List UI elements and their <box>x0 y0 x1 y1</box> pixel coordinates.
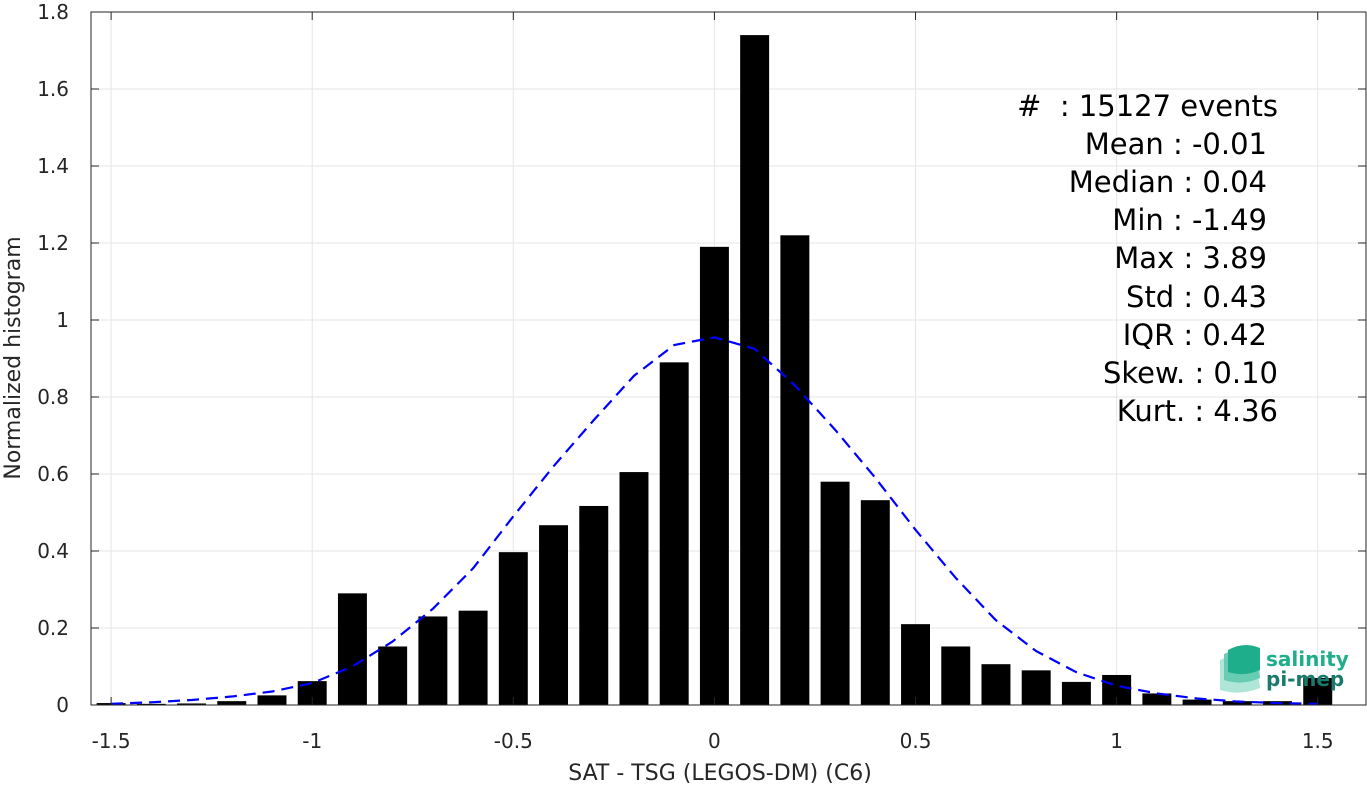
x-tick-label: -0.5 <box>494 729 533 753</box>
y-tick-label: 0.4 <box>37 539 69 563</box>
histogram-bar <box>498 552 528 705</box>
histogram-bar <box>1182 699 1212 705</box>
histogram-bar <box>217 701 247 705</box>
histogram-bar <box>901 624 931 705</box>
histogram-bar <box>780 235 810 706</box>
stat-kurt: Kurt. : 4.36 <box>1117 394 1278 428</box>
histogram-bar <box>659 362 689 705</box>
y-tick-label: 1.4 <box>37 154 69 178</box>
y-tick-label: 0.2 <box>37 616 69 640</box>
histogram-bar <box>257 695 287 705</box>
y-axis-label: Normalized histogram <box>1 236 26 479</box>
y-tick-label: 1.6 <box>37 77 69 101</box>
histogram-bar <box>820 481 850 705</box>
stat-max: Max : 3.89 <box>1114 241 1267 275</box>
histogram-bars <box>96 35 1333 706</box>
stats-annotation: # : 15127 events Mean : -0.01 Median : 0… <box>1017 89 1278 428</box>
histogram-bar <box>1222 701 1252 705</box>
stat-skew: Skew. : 0.10 <box>1103 356 1278 390</box>
histogram-bar <box>619 472 649 705</box>
stat-min: Min : -1.49 <box>1112 203 1267 237</box>
logo-line2: pi-mep <box>1266 667 1344 691</box>
logo-line1: salinity <box>1266 647 1349 671</box>
histogram-bar <box>418 616 448 705</box>
histogram-bar <box>941 646 971 705</box>
y-tick-label: 0.6 <box>37 462 69 486</box>
histogram-bar <box>539 525 569 705</box>
y-tick-label: 0 <box>56 693 69 717</box>
y-tick-labels: 0 0.2 0.4 0.6 0.8 1 1.2 1.4 1.6 1.8 <box>37 0 69 717</box>
stat-mean: Mean : -0.01 <box>1085 127 1267 161</box>
x-tick-label: 1.5 <box>1302 729 1334 753</box>
histogram-bar <box>1061 681 1091 705</box>
histogram-bar <box>297 681 327 705</box>
salinity-pimep-logo: salinity pi-mep <box>1220 644 1349 693</box>
histogram-bar <box>740 35 770 706</box>
histogram-bar <box>1021 670 1051 705</box>
logo-waves-icon <box>1220 644 1260 693</box>
axis-ticks <box>91 11 1366 706</box>
histogram-bar <box>1142 693 1172 705</box>
histogram-bar <box>458 610 488 705</box>
x-tick-labels: -1.5 -1 -0.5 0 0.5 1 1.5 <box>92 729 1334 753</box>
x-tick-label: 0.5 <box>900 729 932 753</box>
histogram-bar <box>378 646 408 705</box>
x-tick-label: -1 <box>302 729 322 753</box>
x-tick-label: 0 <box>708 729 721 753</box>
stat-median: Median : 0.04 <box>1069 165 1267 199</box>
histogram-bar <box>136 703 166 705</box>
histogram-bar <box>337 593 367 705</box>
x-tick-label: 1 <box>1110 729 1123 753</box>
stat-events: # : 15127 events <box>1017 89 1278 123</box>
x-axis-label: SAT - TSG (LEGOS-DM) (C6) <box>568 761 872 785</box>
y-tick-label: 1.8 <box>37 0 69 24</box>
gaussian-fit-line <box>111 336 1318 705</box>
histogram-bar <box>860 500 890 705</box>
y-tick-label: 0.8 <box>37 385 69 409</box>
plot-frame <box>90 11 1367 706</box>
histogram-bar <box>177 703 207 705</box>
histogram-bar <box>579 505 609 705</box>
stat-iqr: IQR : 0.42 <box>1123 318 1267 352</box>
histogram-bar <box>981 664 1011 705</box>
histogram-bar <box>699 246 729 705</box>
x-tick-label: -1.5 <box>92 729 131 753</box>
stat-std: Std : 0.43 <box>1126 280 1267 314</box>
y-tick-label: 1 <box>56 308 69 332</box>
y-tick-label: 1.2 <box>37 231 69 255</box>
